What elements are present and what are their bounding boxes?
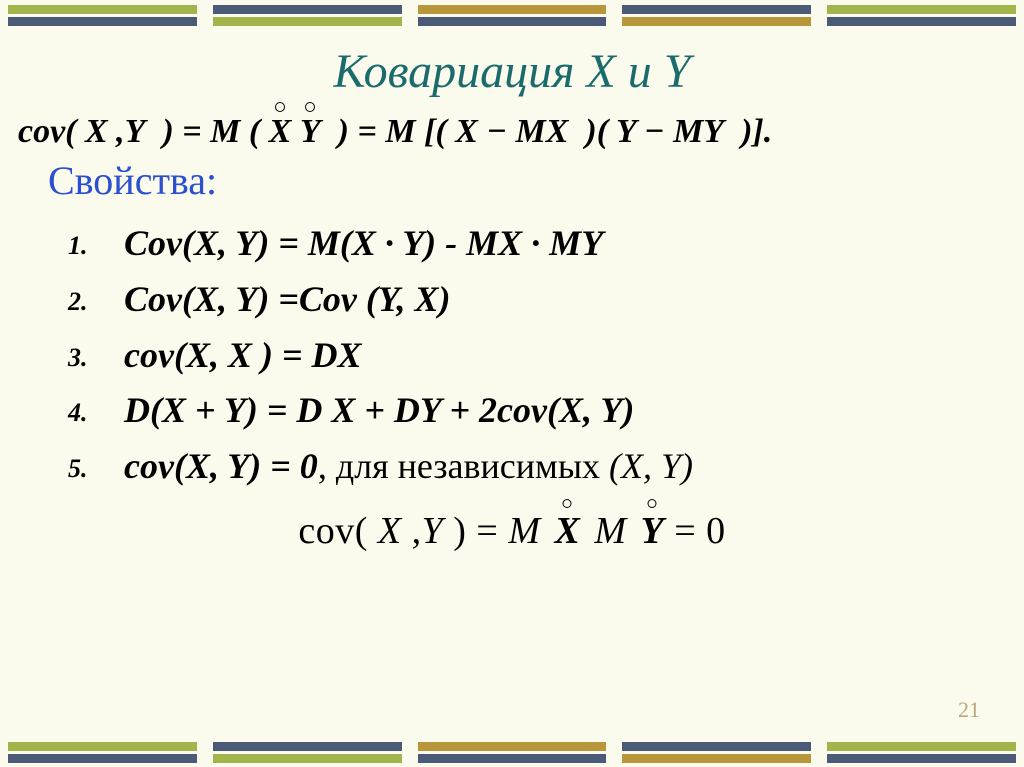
list-item: cov(X, Y) = 0, для независимых (X, Y)	[68, 439, 1006, 495]
decor-seg	[418, 754, 607, 763]
property-formula: cov(X, X ) = DX	[124, 335, 361, 375]
decor-seg	[8, 5, 197, 14]
decor-row	[0, 17, 1024, 26]
decor-seg	[418, 742, 607, 751]
property-trailing-text: , для независимых	[318, 446, 609, 486]
decor-seg	[827, 17, 1016, 26]
property-formula: Cov(X, Y) = M(X · Y) - MX · MY	[124, 223, 603, 263]
decor-seg	[827, 754, 1016, 763]
list-item: D(X + Y) = D X + DY + 2cov(X, Y)	[68, 383, 1006, 439]
page-number: 21	[958, 697, 980, 723]
decor-seg	[418, 17, 607, 26]
decor-seg	[8, 754, 197, 763]
decor-seg	[622, 17, 811, 26]
decorative-bars-bottom	[0, 737, 1024, 767]
decor-seg	[213, 754, 402, 763]
property-formula: cov(X, Y) = 0	[124, 446, 318, 486]
properties-list: Cov(X, Y) = M(X · Y) - MX · MY Cov(X, Y)…	[68, 216, 1006, 495]
decor-seg	[622, 5, 811, 14]
decor-seg	[213, 17, 402, 26]
decor-seg	[622, 742, 811, 751]
property-formula: Cov(X, Y) =Cov (Y, X)	[124, 279, 451, 319]
slide-content: Ковариация X и Y cov( X ,Y ) = M ( X Y )…	[0, 44, 1024, 553]
properties-heading: Свойства:	[48, 157, 1006, 204]
decor-seg	[8, 17, 197, 26]
independence-result: cov( X ,Y ) = MXMY = 0	[18, 509, 1006, 553]
decor-seg	[827, 5, 1016, 14]
decor-row	[0, 5, 1024, 14]
list-item: cov(X, X ) = DX	[68, 328, 1006, 384]
decor-seg	[213, 5, 402, 14]
decor-row	[0, 742, 1024, 751]
decor-row	[0, 754, 1024, 763]
decor-seg	[418, 5, 607, 14]
decor-seg	[8, 742, 197, 751]
decor-seg	[622, 754, 811, 763]
decor-seg	[827, 742, 1016, 751]
list-item: Cov(X, Y) = M(X · Y) - MX · MY	[68, 216, 1006, 272]
decorative-bars-top	[0, 0, 1024, 30]
list-item: Cov(X, Y) =Cov (Y, X)	[68, 272, 1006, 328]
slide-title: Ковариация X и Y	[18, 44, 1006, 99]
property-formula: D(X + Y) = D X + DY + 2cov(X, Y)	[124, 390, 634, 430]
property-trailing-italic: (X, Y)	[609, 446, 693, 486]
decor-seg	[213, 742, 402, 751]
covariance-definition: cov( X ,Y ) = M ( X Y ) = M [( X − MX )(…	[18, 113, 1006, 151]
